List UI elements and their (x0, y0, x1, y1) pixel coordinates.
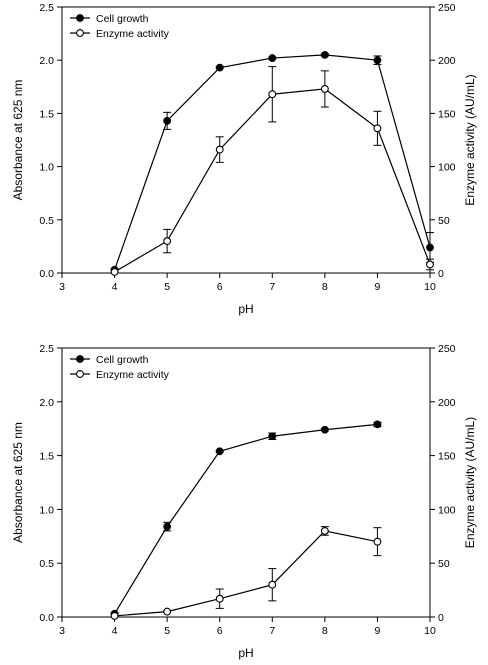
y-tick-label: 0.5 (39, 215, 54, 227)
y2-tick-label: 0 (438, 612, 444, 624)
data-point (163, 607, 172, 616)
y-tick-label: 0.0 (39, 268, 54, 280)
series-line (114, 530, 378, 617)
x-tick-label: 4 (112, 281, 118, 293)
x-tick-label: 6 (217, 281, 223, 293)
data-point (163, 116, 172, 125)
data-point (320, 50, 329, 59)
legend-marker (76, 14, 84, 22)
x-tick-label: 5 (164, 625, 170, 637)
x-tick-label: 7 (269, 281, 275, 293)
y2-tick-label: 250 (438, 2, 456, 14)
legend-marker (76, 355, 84, 363)
data-point (373, 420, 382, 429)
data-point (320, 425, 329, 434)
x-tick-label: 3 (59, 625, 65, 637)
x-tick-label: 9 (375, 625, 381, 637)
data-point (215, 63, 224, 72)
data-point (110, 267, 119, 276)
series-enzyme-activity (110, 526, 382, 620)
plot-frame (61, 6, 431, 274)
data-point (320, 526, 329, 535)
series-cell-growth (110, 50, 434, 274)
y2-tick-label: 100 (438, 162, 456, 174)
y2-tick-label: 0 (438, 268, 444, 280)
plot-frame (61, 347, 431, 618)
series-cell-growth (110, 420, 382, 618)
y-tick-label: 2.0 (39, 397, 54, 409)
y-axis-title: Absorbance at 625 nm (11, 422, 25, 543)
y2-tick-label: 250 (438, 343, 456, 355)
data-point (215, 594, 224, 603)
x-tick-label: 4 (112, 625, 118, 637)
y2-tick-label: 100 (438, 504, 456, 516)
y2-axis-title: Enzyme activity (AU/mL) (463, 74, 477, 205)
data-point (373, 124, 382, 133)
y-tick-label: 0.0 (39, 612, 54, 624)
legend-label: Enzyme activity (96, 28, 170, 40)
y-tick-label: 2.5 (39, 343, 54, 355)
data-point (215, 447, 224, 456)
x-tick-label: 7 (269, 625, 275, 637)
legend-label: Enzyme activity (96, 369, 170, 381)
data-point (373, 537, 382, 546)
series-enzyme-activity (110, 66, 434, 276)
y2-tick-label: 200 (438, 397, 456, 409)
data-point (320, 84, 329, 93)
y-tick-label: 2.5 (39, 2, 54, 14)
x-tick-label: 8 (322, 625, 328, 637)
legend: Cell growth Enzyme activity (70, 354, 170, 381)
data-point (268, 432, 277, 441)
y-tick-label: 2.0 (39, 55, 54, 67)
x-tick-label: 5 (164, 281, 170, 293)
series-line (114, 423, 378, 615)
x-tick-label: 3 (59, 281, 65, 293)
x-tick-label: 10 (424, 625, 436, 637)
legend-marker (76, 370, 84, 378)
y2-tick-label: 50 (438, 215, 450, 227)
data-point (268, 90, 277, 99)
y-tick-label: 1.5 (39, 108, 54, 120)
y2-tick-label: 150 (438, 451, 456, 463)
x-tick-label: 8 (322, 281, 328, 293)
data-point (163, 522, 172, 531)
legend-label: Cell growth (96, 354, 149, 366)
y-axis-title: Absorbance at 625 nm (11, 80, 25, 201)
y2-tick-label: 50 (438, 558, 450, 570)
data-point (110, 611, 119, 620)
data-point (268, 54, 277, 62)
data-point (373, 56, 382, 65)
data-point (163, 237, 172, 246)
legend-label: Cell growth (96, 13, 149, 25)
y2-tick-label: 200 (438, 55, 456, 67)
y-tick-label: 1.0 (39, 504, 54, 516)
data-point (215, 145, 224, 154)
legend: Cell growth Enzyme activity (70, 13, 170, 40)
y2-axis-title: Enzyme activity (AU/mL) (463, 417, 477, 548)
data-point (426, 260, 434, 269)
y-tick-label: 0.5 (39, 558, 54, 570)
chart-panel-2: 3 4 5 6 7 8 9 10 0.0 0.5 1.0 1.5 2.0 2.5 0 50 100 150 200 2… (11, 343, 477, 660)
y-tick-label: 1.0 (39, 162, 54, 174)
chart-panel-1: 3 4 5 6 7 8 9 10 0.0 0.5 1.0 1.5 2.0 2.5 0 50 100 150 200 2… (11, 2, 477, 316)
x-tick-label: 9 (375, 281, 381, 293)
x-axis-title: pH (238, 302, 253, 316)
data-point (426, 243, 434, 252)
y2-tick-label: 150 (438, 108, 456, 120)
x-tick-label: 6 (217, 625, 223, 637)
data-point (268, 580, 277, 589)
x-axis-title: pH (238, 646, 253, 660)
y-tick-label: 1.5 (39, 451, 54, 463)
x-tick-label: 10 (424, 281, 436, 293)
legend-marker (76, 29, 84, 37)
